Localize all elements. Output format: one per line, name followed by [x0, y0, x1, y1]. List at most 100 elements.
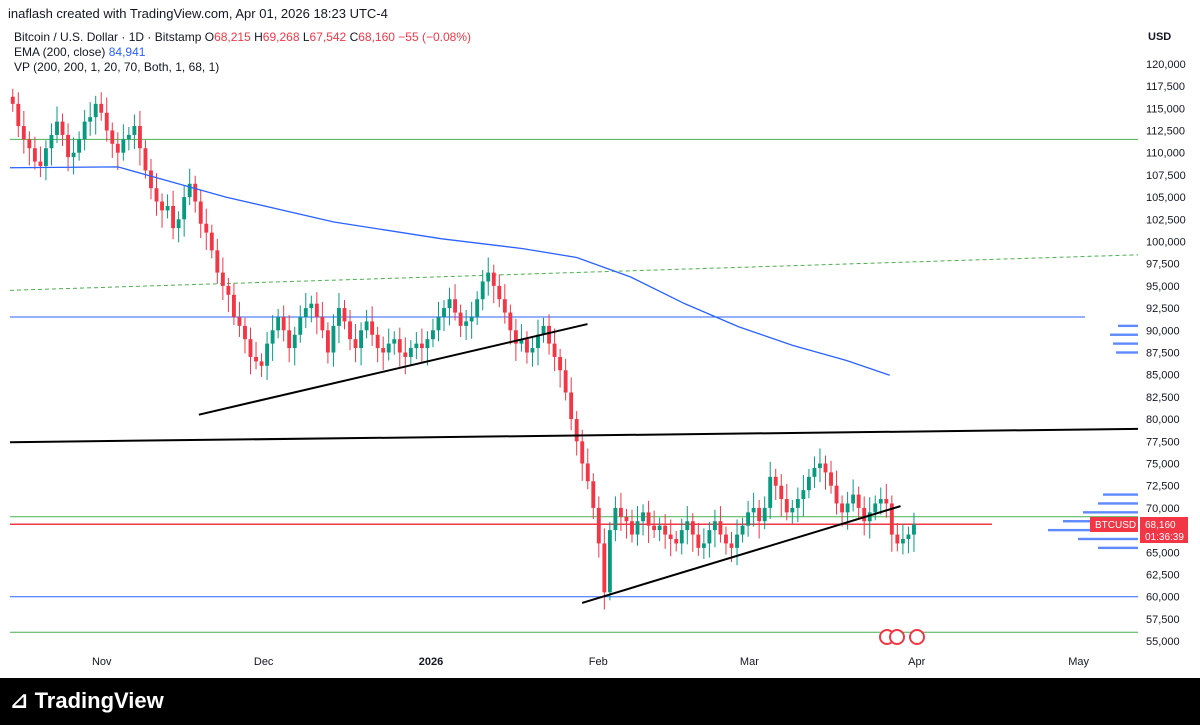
candle [231, 283, 236, 325]
l-label: L [302, 30, 310, 44]
candle-body [740, 525, 745, 535]
candle [403, 337, 408, 375]
black-trendline [198, 323, 588, 416]
price-tick-label: 105,000 [1146, 192, 1186, 204]
tradingview-logo[interactable]: ⊿ TradingView [10, 688, 164, 714]
candle [812, 456, 817, 488]
candle [768, 461, 773, 520]
price-chart[interactable]: 55,00057,50060,00062,50065,00067,50070,0… [0, 0, 1200, 678]
candle [701, 528, 706, 559]
change-value: −55 (−0.08%) [398, 30, 472, 44]
symbol-label[interactable]: Bitcoin / U.S. Dollar · 1D · Bitstamp [14, 30, 202, 44]
price-tick-label: 95,000 [1146, 281, 1180, 293]
price-tick-label: 117,500 [1146, 81, 1185, 93]
candle [431, 318, 435, 348]
price-tick-label: 60,000 [1146, 592, 1180, 604]
volume-profile-bar [1110, 333, 1138, 336]
candle [773, 468, 778, 500]
candle [243, 317, 247, 354]
currency-label[interactable]: USD [1148, 31, 1171, 43]
candle-body [16, 103, 21, 127]
candle-body [331, 325, 336, 353]
candle [840, 495, 845, 527]
candle [641, 504, 645, 536]
candle-body [491, 272, 496, 286]
ema-label[interactable]: EMA (200, close) [14, 45, 106, 59]
candle-body [641, 512, 645, 522]
candle [160, 193, 164, 228]
candle-body [784, 499, 789, 513]
candle [458, 304, 463, 337]
candle-body [77, 139, 82, 153]
close-value: 68,160 [358, 30, 395, 44]
candlestick-series [10, 88, 916, 610]
footer-bar: ⊿ TradingView [0, 678, 1200, 725]
candle [392, 331, 397, 355]
candle-body [834, 485, 839, 504]
candle-body [237, 316, 242, 326]
candle [508, 304, 513, 345]
candle [912, 512, 916, 552]
candle-body [392, 339, 397, 344]
candle-body [718, 521, 723, 535]
candle-body [32, 148, 37, 162]
candle [182, 185, 187, 237]
candle-body [513, 330, 518, 344]
candle [679, 518, 684, 555]
time-tick-label: May [1068, 656, 1089, 668]
candle [176, 211, 181, 243]
candle [265, 332, 270, 381]
candle [281, 305, 286, 342]
candle-body [403, 352, 408, 357]
candle-body [525, 339, 529, 353]
candle [569, 377, 574, 431]
candle-body [397, 339, 402, 353]
price-tick-label: 102,500 [1146, 214, 1186, 226]
c-label: C [349, 30, 359, 44]
candle-body [635, 521, 640, 535]
candle [292, 326, 297, 366]
candle [591, 473, 596, 520]
candle [320, 301, 325, 339]
candle [862, 496, 867, 536]
candle-body [679, 530, 684, 544]
black-trendline [9, 427, 1139, 444]
candle [77, 131, 82, 161]
candle [215, 238, 220, 284]
candle [696, 523, 701, 556]
candle [397, 327, 402, 367]
candle [674, 531, 679, 552]
candle [541, 317, 546, 343]
candle [580, 429, 585, 481]
candle-body [630, 521, 634, 535]
candle [276, 308, 281, 339]
candle-body [198, 201, 203, 224]
candle-body [696, 534, 701, 548]
candle-body [165, 205, 170, 211]
candle [596, 496, 601, 558]
candle-body [21, 126, 26, 140]
candle-body [712, 521, 717, 531]
event-markers[interactable] [879, 629, 925, 645]
candle-body [840, 503, 845, 513]
open-value: 68,215 [214, 30, 251, 44]
candle [900, 523, 905, 555]
candle [287, 315, 292, 363]
vp-label[interactable]: VP (200, 200, 1, 20, 70, Both, 1, 68, 1) [14, 60, 220, 74]
candle [110, 122, 115, 159]
candle [585, 448, 590, 490]
candle-body [182, 197, 187, 220]
candle-body [137, 126, 142, 149]
candle-body [292, 334, 297, 349]
candle [121, 124, 126, 161]
candle-body [502, 299, 507, 313]
price-tick-label: 57,500 [1146, 614, 1180, 626]
candle-body [160, 201, 164, 211]
candle [475, 291, 480, 325]
candle [10, 88, 15, 112]
candle [71, 137, 76, 175]
candle-body [27, 139, 32, 149]
candle-body [110, 130, 115, 144]
candle [530, 336, 535, 367]
candle-body [497, 285, 502, 300]
